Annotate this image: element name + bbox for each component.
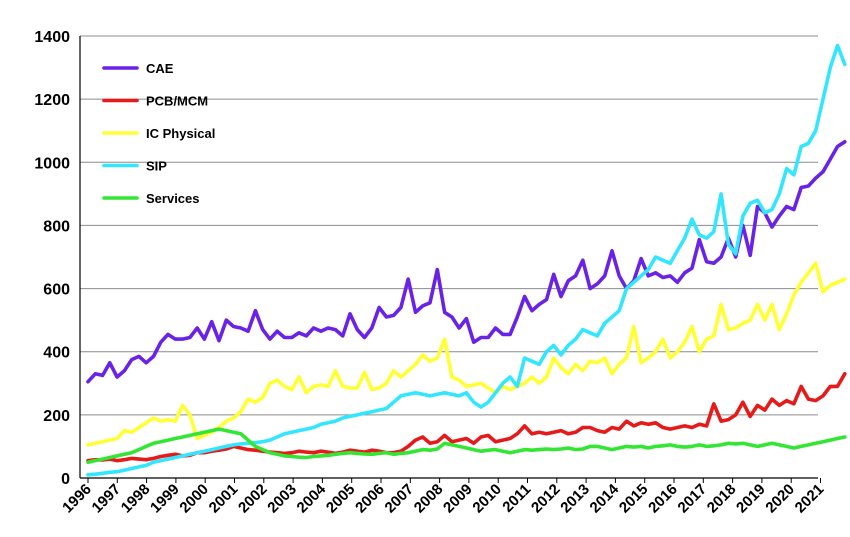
- series-line-cae: [86, 140, 847, 384]
- gridlines: [80, 35, 818, 416]
- x-tick-label: 2007: [382, 481, 418, 517]
- x-tick-label: 2016: [645, 481, 681, 517]
- x-tick-label: 2021: [792, 481, 828, 517]
- x-tick-label: 2013: [557, 481, 593, 517]
- x-tick-label: 2020: [762, 481, 798, 517]
- x-tick-label: 2011: [499, 481, 534, 516]
- x-tick-label: 2004: [294, 480, 330, 516]
- legend: CAE PCB/MCM IC Physical SIP Services: [102, 61, 215, 206]
- x-tick-label: 2008: [411, 481, 447, 517]
- legend-label: PCB/MCM: [146, 94, 208, 109]
- x-tick-label: 2002: [235, 481, 271, 517]
- y-tick-label: 800: [43, 218, 70, 235]
- x-tick-label: 2001: [206, 481, 242, 517]
- series-line-sip: [86, 43, 847, 477]
- y-tick-label: 1200: [34, 92, 70, 109]
- x-tick-label: 2000: [176, 481, 212, 517]
- series-line-services: [86, 427, 847, 465]
- legend-label: IC Physical: [146, 126, 215, 141]
- x-tick-labels: 1996199719981999200020012002200320042005…: [59, 480, 827, 516]
- y-tick-label: 200: [43, 408, 70, 425]
- y-tick-labels: 0 200 400 600 800 1000 1200 1400: [34, 29, 70, 488]
- y-tick-label: 400: [43, 345, 70, 362]
- x-tick-label: 2014: [587, 480, 623, 516]
- x-tick-label: 2006: [352, 481, 388, 517]
- legend-label: CAE: [146, 61, 174, 76]
- x-tick-label: 1997: [89, 481, 125, 517]
- x-tick-label: 2018: [704, 481, 740, 517]
- legend-label: SIP: [146, 159, 167, 174]
- y-tick-label: 1400: [34, 29, 70, 46]
- x-tick-label: 2012: [528, 481, 564, 517]
- series-lines: [86, 43, 847, 477]
- x-tick-label: 2005: [323, 481, 359, 517]
- y-tick-label: 600: [43, 282, 70, 299]
- x-tick-label: 2017: [675, 481, 711, 517]
- x-tick-label: 2015: [616, 481, 652, 517]
- axes: [79, 36, 821, 483]
- x-tick-label: 2010: [469, 481, 505, 517]
- x-tick-label: 2003: [264, 481, 300, 517]
- x-tick-label: 2009: [440, 481, 476, 517]
- y-tick-label: 0: [61, 471, 70, 488]
- x-tick-label: 1998: [118, 481, 154, 517]
- y-tick-label: 1000: [34, 155, 70, 172]
- x-tick-label: 1999: [147, 481, 183, 517]
- legend-label: Services: [146, 191, 200, 206]
- x-tick-label: 2019: [733, 481, 769, 517]
